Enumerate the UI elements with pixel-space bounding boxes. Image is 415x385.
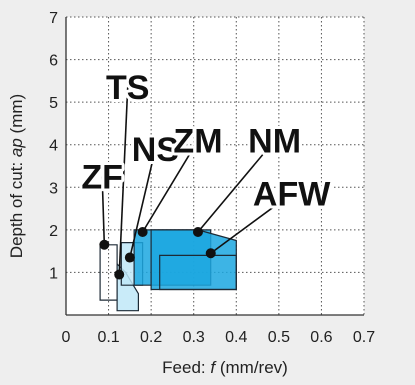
y-tick-label: 2	[49, 223, 58, 240]
marker-zf	[99, 239, 110, 250]
x-tick-label: 0.6	[310, 329, 332, 346]
marker-ts	[114, 269, 125, 280]
x-tick-label: 0.7	[353, 329, 375, 346]
leader-zm	[141, 140, 199, 233]
leader-ts	[118, 87, 129, 275]
label-nm: NM	[248, 122, 301, 160]
label-ts: TS	[106, 69, 149, 107]
x-tick-labels: 0 0.1 0.2 0.3 0.4 0.5 0.6 0.7	[62, 329, 376, 346]
x-tick-label: 0.3	[183, 329, 205, 346]
x-tick-label: 0.1	[97, 329, 119, 346]
label-afw: AFW	[253, 176, 331, 214]
y-tick-label: 6	[49, 53, 58, 70]
x-tick-label: 0.5	[268, 329, 290, 346]
leader-ns	[129, 148, 157, 258]
leader-zf	[101, 176, 106, 245]
x-axis-label: Feed: f (mm/rev)	[162, 358, 288, 377]
leader-afw	[210, 193, 293, 254]
marker-nm	[192, 226, 203, 237]
region-zf	[99, 244, 118, 301]
label-zf: ZF	[81, 159, 123, 197]
x-tick-label: 0.4	[225, 329, 247, 346]
y-tick-label: 5	[49, 95, 58, 112]
y-tick-label: 3	[49, 180, 58, 197]
y-tick-label: 4	[49, 138, 58, 155]
y-tick-label: 7	[49, 10, 58, 27]
region-nm	[150, 229, 237, 291]
leader-nm	[197, 139, 276, 233]
leader-lines	[99, 87, 293, 280]
regions	[99, 229, 237, 312]
region-afw	[159, 254, 237, 291]
marker-ns	[124, 252, 135, 263]
x-tick-label: 0	[62, 329, 71, 346]
label-ns: NS	[132, 131, 179, 169]
y-axis-label: Depth of cut: ap (mm)	[7, 94, 26, 258]
y-tick-label: 1	[49, 265, 58, 282]
y-tick-labels: 1 2 3 4 5 6 7	[49, 10, 58, 282]
x-tick-label: 0.2	[140, 329, 162, 346]
marker-zm	[137, 226, 148, 237]
marker-afw	[205, 248, 216, 259]
label-zm: ZM	[173, 122, 222, 160]
